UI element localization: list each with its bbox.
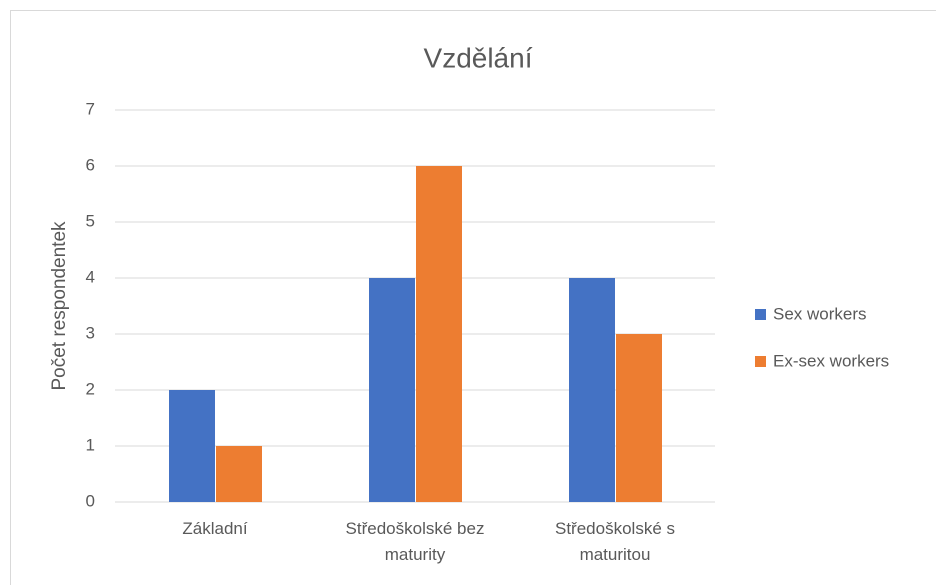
legend-label: Sex workers (773, 304, 867, 323)
x-tick-label: Základní (182, 519, 248, 538)
y-tick-label: 6 (86, 155, 95, 174)
y-tick-label: 5 (86, 211, 95, 230)
bar (216, 446, 262, 502)
y-axis-label: Počet respondentek (49, 221, 70, 391)
y-tick-label: 4 (86, 267, 95, 286)
y-tick-label: 3 (86, 323, 95, 342)
y-tick-label: 1 (86, 435, 95, 454)
legend-swatch (755, 356, 766, 367)
y-tick-label: 0 (86, 491, 95, 510)
y-tick-label: 2 (86, 379, 95, 398)
bar (569, 278, 615, 502)
bar (616, 334, 662, 502)
bar (369, 278, 415, 502)
x-tick-label: Středoškolské s maturitou (555, 519, 675, 564)
legend-label: Ex-sex workers (773, 351, 889, 370)
y-tick-label: 7 (86, 99, 95, 118)
bar (416, 166, 462, 502)
legend-swatch (755, 309, 766, 320)
chart-border (10, 10, 936, 585)
bar (169, 390, 215, 502)
chart-title: Vzdělání (424, 42, 533, 73)
x-tick-label: Středoškolské bez maturity (345, 519, 485, 564)
